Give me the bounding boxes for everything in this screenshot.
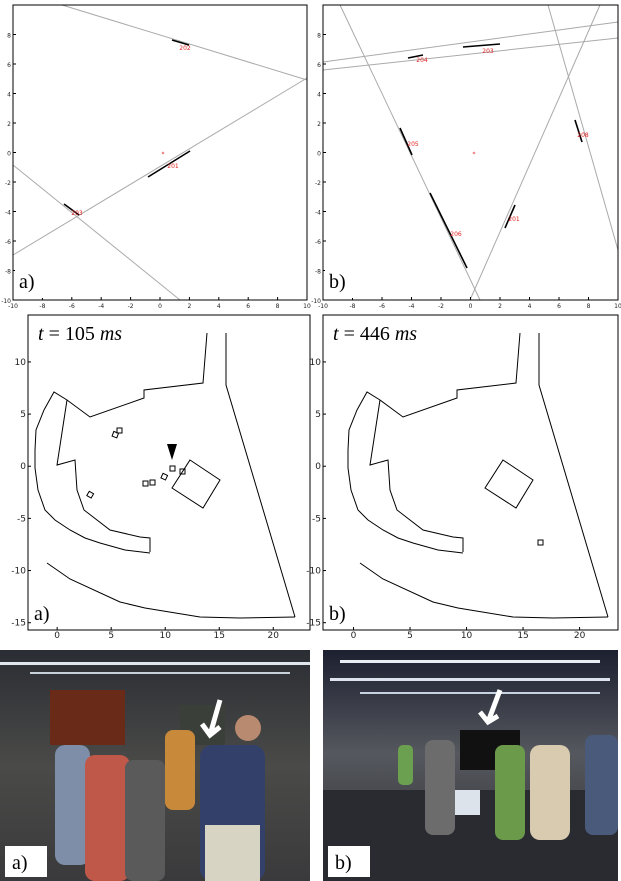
y-tick-label: 0 — [315, 462, 321, 472]
line-id: 201 — [167, 163, 179, 170]
time-value: = 105 — [49, 323, 95, 345]
y-tick-label: 4 — [317, 92, 321, 99]
y-tick-label: -10 — [1, 298, 11, 305]
line-id: 206 — [450, 231, 462, 238]
y-tick-label: -4 — [315, 210, 321, 217]
time-symbol: t — [38, 323, 44, 345]
svg-text:*: * — [473, 151, 476, 158]
map-a — [35, 333, 295, 618]
svg-text:*: * — [162, 151, 165, 158]
y-tick-label: -2 — [315, 180, 321, 187]
axes-frame — [323, 5, 618, 300]
panel-label: a) — [19, 271, 35, 293]
time-symbol: t — [333, 323, 339, 345]
line-id: 203 — [482, 48, 494, 55]
time-value: = 446 — [344, 323, 390, 345]
y-tick-label: -6 — [315, 239, 321, 246]
x-tick-label: 10 — [303, 303, 311, 310]
y-tick-label: 8 — [7, 33, 11, 40]
x-tick-label: 8 — [276, 303, 280, 310]
y-tick-label: 10 — [15, 358, 27, 368]
y-tick-label: 0 — [20, 462, 26, 472]
x-tick-label: 0 — [469, 303, 473, 310]
x-tick-label: 20 — [268, 631, 280, 641]
y-tick-label: 6 — [317, 62, 321, 69]
y-tick-label: 0 — [317, 151, 321, 158]
x-tick-label: -8 — [350, 303, 356, 310]
x-tick-label: -6 — [69, 303, 75, 310]
y-tick-label: -5 — [17, 514, 26, 524]
y-tick-label: 0 — [7, 151, 11, 158]
y-tick-label: -2 — [5, 180, 11, 187]
axes-frame — [28, 315, 310, 630]
y-tick-label: -5 — [312, 514, 321, 524]
time-unit: ms — [100, 323, 122, 345]
x-tick-label: 5 — [108, 631, 114, 641]
y-tick-label: -4 — [5, 210, 11, 217]
figure: * * — [0, 0, 621, 881]
scan-objects — [87, 428, 185, 498]
y-tick-label: -15 — [306, 619, 321, 629]
x-tick-label: 0 — [351, 631, 357, 641]
y-tick-label: 2 — [317, 121, 321, 128]
axes-frame — [13, 5, 307, 300]
x-tick-label: 2 — [187, 303, 191, 310]
line-id: 201 — [508, 216, 520, 223]
x-tick-label: 4 — [528, 303, 532, 310]
panel-label: b) — [329, 603, 346, 625]
x-tick-label: 10 — [461, 631, 473, 641]
x-tick-label: -4 — [98, 303, 104, 310]
x-tick-label: 15 — [517, 631, 528, 641]
x-tick-label: 20 — [574, 631, 586, 641]
x-tick-label: 2 — [498, 303, 502, 310]
x-tick-label: 6 — [246, 303, 250, 310]
line-id: 202 — [179, 45, 191, 52]
panel-label: a) — [12, 852, 28, 874]
x-tick-label: 15 — [214, 631, 225, 641]
x-tick-label: -4 — [409, 303, 415, 310]
line-features-b: * — [323, 5, 618, 300]
y-tick-label: -8 — [315, 269, 321, 276]
line-id: 205 — [407, 141, 419, 148]
x-tick-label: 0 — [54, 631, 60, 641]
x-tick-label: 10 — [159, 631, 171, 641]
x-tick-label: -2 — [438, 303, 444, 310]
y-tick-label: -10 — [11, 567, 26, 577]
axes-frame — [323, 315, 618, 630]
x-tick-label: -8 — [39, 303, 45, 310]
y-tick-label: -8 — [5, 269, 11, 276]
x-tick-label: -6 — [379, 303, 385, 310]
x-tick-label: 5 — [407, 631, 413, 641]
map-b — [348, 333, 608, 618]
y-tick-label: -10 — [306, 567, 321, 577]
y-tick-label: 10 — [310, 358, 322, 368]
y-tick-label: 5 — [315, 410, 321, 420]
y-tick-label: 5 — [20, 410, 26, 420]
line-id: 204 — [416, 57, 428, 64]
line-id: 203 — [71, 210, 83, 217]
panel-label: b) — [335, 852, 352, 874]
panel-label: b) — [329, 271, 346, 293]
line-features-a: * — [13, 5, 307, 300]
x-tick-label: 8 — [587, 303, 591, 310]
panel-label: a) — [34, 603, 50, 625]
x-tick-label: 6 — [557, 303, 561, 310]
y-tick-label: -6 — [5, 239, 11, 246]
y-tick-label: 6 — [7, 62, 11, 69]
x-tick-label: -2 — [128, 303, 134, 310]
x-tick-label: 4 — [217, 303, 221, 310]
y-tick-label: 4 — [7, 92, 11, 99]
y-tick-label: -10 — [311, 298, 321, 305]
line-id: 208 — [577, 132, 589, 139]
y-tick-label: -15 — [11, 619, 26, 629]
y-tick-label: 8 — [317, 33, 321, 40]
y-tick-label: 2 — [7, 121, 11, 128]
x-tick-label: 0 — [158, 303, 162, 310]
time-unit: ms — [395, 323, 417, 345]
x-tick-label: 10 — [614, 303, 621, 310]
